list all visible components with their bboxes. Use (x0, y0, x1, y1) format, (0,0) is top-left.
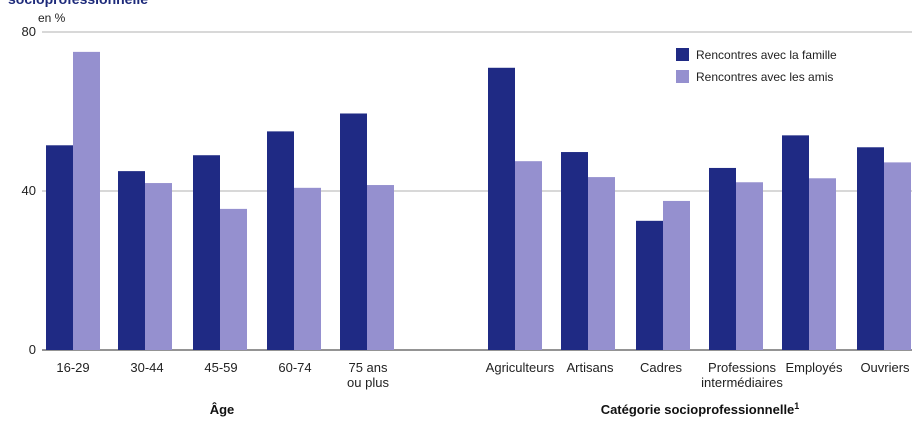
bar-famille-3 (267, 131, 294, 350)
x-tick-label: Professions (708, 360, 776, 375)
x-tick-label: 45-59 (204, 360, 237, 375)
x-tick-label: 60-74 (278, 360, 311, 375)
x-axis-group-labels: Âge Catégorie socioprofessionnelle1 (210, 401, 800, 417)
y-tick-label-0: 0 (29, 342, 36, 357)
legend: Rencontres avec la famille Rencontres ave… (676, 48, 837, 84)
bar-amis-3 (294, 187, 321, 350)
x-tick-label: ou plus (347, 375, 389, 390)
x-tick-label: 75 ans (348, 360, 388, 375)
bar-amis-10 (884, 162, 911, 350)
x-group-label-0: Âge (210, 402, 235, 417)
legend-swatch-0 (676, 48, 689, 61)
y-tick-label-40: 40 (22, 183, 36, 198)
bars (46, 51, 911, 351)
bar-famille-1 (118, 171, 145, 350)
legend-swatch-1 (676, 70, 689, 83)
y-tick-label-80: 80 (22, 24, 36, 39)
bar-famille-9 (782, 135, 809, 350)
bar-amis-9 (809, 178, 836, 350)
x-group-label-1: Catégorie socioprofessionnelle1 (601, 401, 800, 417)
footnote-marker: 1 (794, 401, 799, 411)
bar-famille-5 (488, 67, 515, 351)
chart-title: socioprofessionnelle (8, 0, 148, 7)
x-tick-label: Cadres (640, 360, 682, 375)
legend-label-0: Rencontres avec la famille (696, 48, 837, 62)
legend-label-1: Rencontres avec les amis (696, 70, 833, 84)
gridlines (42, 31, 912, 351)
bar-famille-0 (46, 145, 73, 350)
bar-amis-4 (367, 185, 394, 350)
y-axis-unit-label: en % (38, 11, 66, 25)
bar-famille-7 (636, 220, 663, 350)
bar-famille-10 (857, 147, 884, 350)
x-tick-label: 30-44 (130, 360, 163, 375)
bar-amis-0 (73, 51, 100, 350)
bar-amis-6 (588, 177, 615, 350)
bar-amis-2 (220, 208, 247, 350)
y-axis-ticks: 0 40 80 (22, 24, 36, 357)
x-tick-label: Agriculteurs (486, 360, 555, 375)
bar-famille-6 (561, 152, 588, 350)
bar-amis-5 (515, 161, 542, 350)
bar-amis-8 (736, 182, 763, 350)
x-tick-label: Employés (785, 360, 843, 375)
bar-famille-8 (709, 167, 736, 350)
bar-amis-1 (145, 183, 172, 350)
bar-famille-4 (340, 113, 367, 350)
bar-famille-2 (193, 155, 220, 350)
x-tick-label: Ouvriers (860, 360, 910, 375)
x-tick-label: intermédiaires (701, 375, 783, 390)
bar-amis-7 (663, 200, 690, 350)
x-tick-label: 16-29 (56, 360, 89, 375)
x-tick-label: Artisans (567, 360, 614, 375)
